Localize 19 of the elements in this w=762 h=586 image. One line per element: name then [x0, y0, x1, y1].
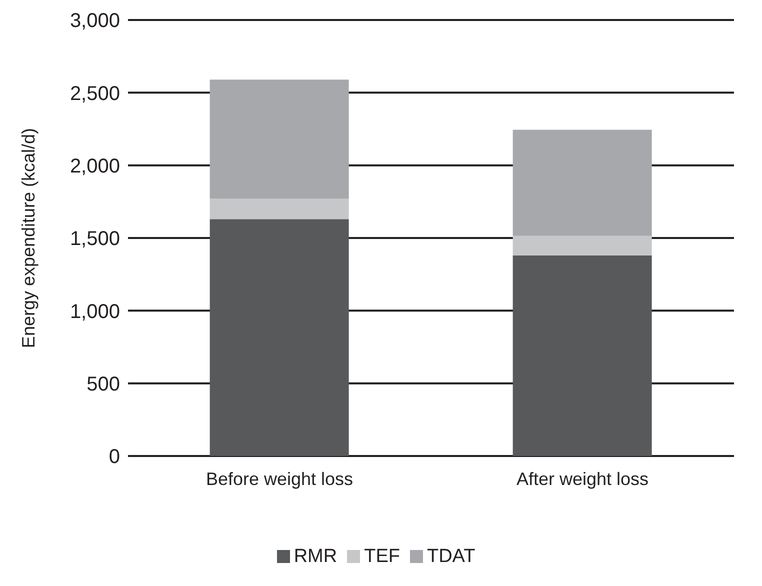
legend-label: TDAT [426, 546, 476, 567]
y-tick-label: 1,000 [70, 300, 120, 323]
bar [512, 236, 652, 256]
y-tick-label: 1,500 [70, 228, 120, 250]
y-axis-title: Energy expenditure (kcal/d) [18, 128, 38, 348]
bar [210, 198, 349, 220]
legend-label: TEF [364, 546, 400, 567]
x-tick-label: After weight loss [516, 468, 649, 489]
y-tick-label: 2,000 [70, 155, 120, 178]
bar [512, 130, 652, 236]
y-tick-label: 0 [108, 446, 120, 468]
y-tick-label: 3,000 [70, 10, 120, 32]
bar [512, 255, 652, 456]
bar [210, 80, 349, 199]
y-tick-label: 500 [86, 373, 120, 396]
bar [210, 219, 349, 456]
legend-label: RMR [294, 546, 338, 567]
y-tick-label: 2,500 [70, 82, 120, 105]
x-tick-label: Before weight loss [206, 468, 354, 489]
